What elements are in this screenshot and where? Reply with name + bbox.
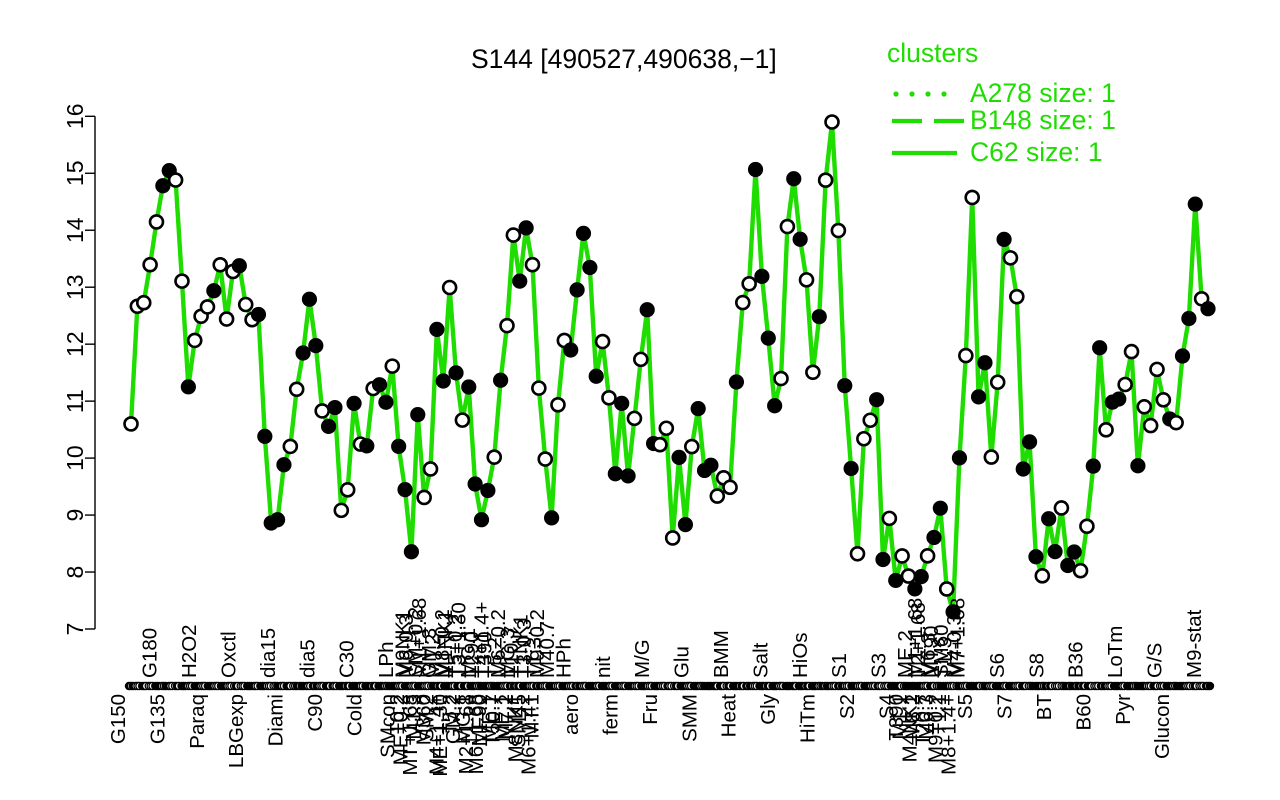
svg-text:S6: S6 (986, 653, 1009, 678)
svg-text:S5: S5 (954, 694, 977, 719)
svg-text:Cold: Cold (343, 694, 366, 736)
svg-text:Glu: Glu (671, 646, 694, 678)
svg-text:S2: S2 (836, 694, 859, 719)
svg-text:aero: aero (560, 694, 583, 735)
svg-text:7: 7 (62, 623, 88, 636)
svg-text:16: 16 (62, 104, 88, 130)
svg-text:dia5: dia5 (296, 639, 319, 678)
svg-text:9: 9 (62, 509, 88, 522)
svg-text:Glucon: Glucon (1151, 694, 1174, 759)
svg-text:M/G: M/G (631, 639, 654, 678)
svg-text:Heat: Heat (718, 694, 741, 738)
svg-text:S3: S3 (868, 653, 891, 678)
svg-text:B36: B36 (1065, 642, 1088, 678)
svg-text:S144 [490527,490638,−1]: S144 [490527,490638,−1] (471, 44, 777, 74)
svg-text:15: 15 (62, 160, 88, 186)
svg-text:BMM: BMM (710, 630, 733, 678)
svg-text:Diami: Diami (265, 694, 288, 746)
svg-text:M9-stat: M9-stat (1183, 609, 1206, 678)
svg-text:B148 size: 1: B148 size: 1 (970, 105, 1116, 135)
svg-text:H2O2: H2O2 (178, 624, 201, 678)
svg-text:12: 12 (62, 331, 88, 357)
svg-text:Gly: Gly (757, 693, 780, 725)
svg-text:ferm: ferm (600, 694, 623, 735)
svg-text:G135: G135 (146, 694, 169, 744)
svg-text:dia15: dia15 (257, 628, 280, 678)
svg-text:G/S: G/S (1143, 643, 1166, 678)
svg-text:S8: S8 (1025, 653, 1048, 678)
svg-text:SMM: SMM (678, 694, 701, 742)
svg-text:BT: BT (1033, 694, 1056, 721)
svg-text:MT.1: MT.1 (521, 694, 544, 738)
svg-text:Salt: Salt (749, 642, 772, 678)
svg-text:G150: G150 (107, 694, 130, 744)
svg-text:S1: S1 (828, 653, 851, 678)
svg-text:14: 14 (62, 217, 88, 243)
svg-text:Pyr: Pyr (1112, 694, 1135, 725)
svg-text:HiTm: HiTm (797, 694, 820, 743)
svg-text:B60: B60 (1072, 694, 1095, 730)
svg-text:HPh: HPh (552, 638, 575, 678)
svg-text:LoTm: LoTm (1104, 626, 1127, 678)
svg-text:A278 size: 1: A278 size: 1 (970, 78, 1116, 108)
svg-text:10: 10 (62, 445, 88, 471)
svg-text:nit: nit (592, 656, 615, 678)
svg-text:LBGexp: LBGexp (225, 694, 248, 768)
svg-text:Oxctl: Oxctl (218, 631, 241, 678)
svg-text:G180: G180 (139, 628, 162, 678)
svg-text:HiOs: HiOs (789, 632, 812, 678)
svg-text:M7+1.68: M7+1.68 (946, 598, 969, 678)
svg-text:C90: C90 (304, 694, 327, 732)
svg-text:Paraq: Paraq (186, 694, 209, 749)
svg-text:S7: S7 (994, 694, 1017, 719)
svg-text:C62 size: 1: C62 size: 1 (970, 137, 1103, 167)
svg-text:Fru: Fru (639, 694, 662, 725)
svg-text:11: 11 (62, 389, 88, 413)
svg-text:8: 8 (62, 566, 88, 579)
svg-text:clusters: clusters (887, 38, 978, 68)
svg-text:C30: C30 (336, 640, 359, 678)
svg-text:13: 13 (62, 274, 88, 300)
